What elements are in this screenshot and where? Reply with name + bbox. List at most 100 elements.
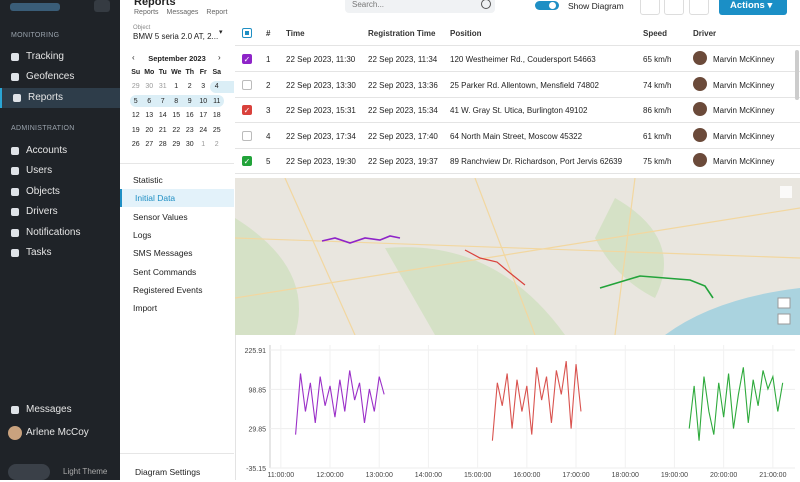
nav-item[interactable]: Tasks [0, 243, 120, 263]
calendar-day[interactable]: 8 [174, 97, 179, 105]
nav-item[interactable]: Messages [0, 400, 120, 420]
breadcrumb-item[interactable]: Messages [166, 9, 199, 16]
calendar-day[interactable]: 3 [201, 83, 206, 90]
diagram-settings-button[interactable]: Diagram Settings [135, 467, 201, 477]
calendar-day[interactable]: 4 [214, 83, 219, 90]
row-checkbox[interactable]: ✓ [242, 105, 252, 116]
weekday[interactable]: Th [185, 69, 195, 76]
zoom-out[interactable] [777, 313, 791, 325]
calendar-day[interactable]: 18 [212, 112, 221, 119]
calendar-day[interactable]: 20 [145, 126, 154, 134]
calendar-day[interactable]: 5 [133, 97, 138, 105]
row-line [235, 147, 800, 149]
calendar-day[interactable]: 11 [213, 97, 221, 105]
prev-button[interactable]: ‹ [132, 53, 135, 62]
nav-item[interactable]: Accounts [0, 141, 120, 161]
nav-item[interactable]: Reports [0, 87, 120, 108]
weekday[interactable]: We [171, 69, 182, 76]
series-line [295, 370, 385, 435]
calendar-day[interactable]: 28 [158, 141, 167, 148]
menu-item[interactable]: Statistic [133, 175, 163, 185]
fullscreen[interactable] [780, 186, 792, 198]
calendar-day[interactable]: 1 [201, 141, 206, 148]
header: Reports Reports Messages Report Search... … [134, 0, 800, 20]
row-checkbox[interactable] [242, 79, 252, 90]
menu-item[interactable]: Registered Events [133, 284, 203, 295]
calendar-day[interactable]: 6 [147, 97, 152, 105]
calendar-day[interactable]: 27 [145, 141, 154, 148]
actions-button[interactable]: Actions ▾ [719, 0, 787, 15]
row-line [235, 122, 800, 124]
calendar-day[interactable]: 2 [187, 83, 192, 90]
calendar-day[interactable]: 21 [158, 126, 167, 134]
menu-item[interactable]: Initial Data [120, 189, 234, 208]
row-checkbox[interactable] [242, 130, 252, 141]
calendar-day[interactable]: 24 [199, 126, 208, 134]
column-header: Position [450, 29, 482, 38]
filter-button[interactable] [664, 0, 684, 15]
cell: 5 [266, 157, 271, 167]
calendar-day[interactable]: 19 [131, 126, 140, 134]
calendar-day[interactable]: 12 [131, 112, 140, 119]
nav-item[interactable]: Users [0, 161, 120, 181]
nav-item[interactable]: Objects [0, 182, 120, 202]
diagram-toggle[interactable] [535, 1, 559, 10]
calendar-day[interactable]: 17 [199, 112, 208, 119]
nav-item[interactable]: Drivers [0, 202, 120, 222]
calendar-day[interactable]: 15 [172, 112, 181, 119]
nav-icon [11, 147, 19, 155]
search-box[interactable]: Search... [345, 0, 495, 13]
calendar-day[interactable]: 7 [160, 97, 165, 105]
calendar-day[interactable]: 29 [131, 83, 140, 90]
calendar-day[interactable]: 23 [185, 126, 194, 134]
nav-item[interactable]: Tracking [0, 47, 120, 67]
calendar-day[interactable]: 25 [212, 126, 221, 134]
nav-item[interactable]: Geofences [0, 67, 120, 87]
calendar-day[interactable]: 30 [145, 83, 154, 90]
map [235, 178, 800, 335]
breadcrumb-item[interactable]: Reports [134, 9, 159, 16]
header-checkbox-fill[interactable] [245, 31, 249, 35]
calendar-day[interactable]: 26 [131, 141, 140, 148]
calendar-day[interactable]: 16 [185, 112, 194, 119]
logo [10, 3, 60, 11]
menu-item[interactable]: SMS Messages [133, 248, 193, 259]
menu-item[interactable]: Sensor Values [133, 211, 188, 222]
row-checkbox[interactable]: ✓ [242, 54, 252, 64]
menu-item[interactable]: Logs [133, 229, 152, 240]
calendar-day[interactable]: 22 [172, 126, 181, 134]
next-button[interactable]: › [218, 53, 221, 62]
globe-button[interactable] [640, 0, 660, 15]
calendar-day[interactable]: 29 [172, 141, 181, 148]
calendar-day[interactable]: 10 [199, 97, 208, 105]
calendar-day[interactable]: 30 [185, 141, 194, 148]
zoom-in[interactable] [777, 297, 791, 309]
nav-icon [11, 53, 19, 61]
nav-item[interactable]: Notifications [0, 223, 120, 243]
nav-label: Tracking [26, 51, 64, 62]
weekday[interactable]: Fr [199, 69, 207, 76]
calendar-day[interactable]: 1 [174, 83, 179, 90]
nav-item[interactable]: Light Theme [0, 462, 120, 482]
menu-item[interactable]: Sent Commands [133, 266, 197, 277]
calendar-day[interactable]: 9 [187, 97, 192, 105]
calendar-day[interactable]: 13 [145, 112, 154, 119]
weekday[interactable]: Sa [212, 69, 222, 76]
cell: 22 Sep 2023, 11:30 [286, 55, 356, 64]
page-title: Reports [134, 0, 176, 8]
row-checkbox[interactable]: ✓ [242, 156, 252, 167]
nav-item[interactable]: Arlene McCoy [0, 423, 120, 443]
row-line [235, 96, 800, 98]
download-button[interactable] [689, 0, 709, 15]
collapse-button[interactable] [94, 0, 110, 12]
weekday[interactable]: Mo [144, 69, 155, 76]
cell: 22 Sep 2023, 13:36 [368, 80, 438, 90]
breadcrumb-item[interactable]: Report [206, 9, 228, 16]
weekday[interactable]: Tu [158, 69, 167, 76]
menu-item[interactable]: Import [133, 303, 158, 314]
weekday[interactable]: Su [131, 69, 141, 76]
calendar-day[interactable]: 14 [158, 112, 167, 119]
calendar-day[interactable]: 2 [214, 141, 219, 148]
calendar-day[interactable]: 31 [158, 83, 167, 90]
